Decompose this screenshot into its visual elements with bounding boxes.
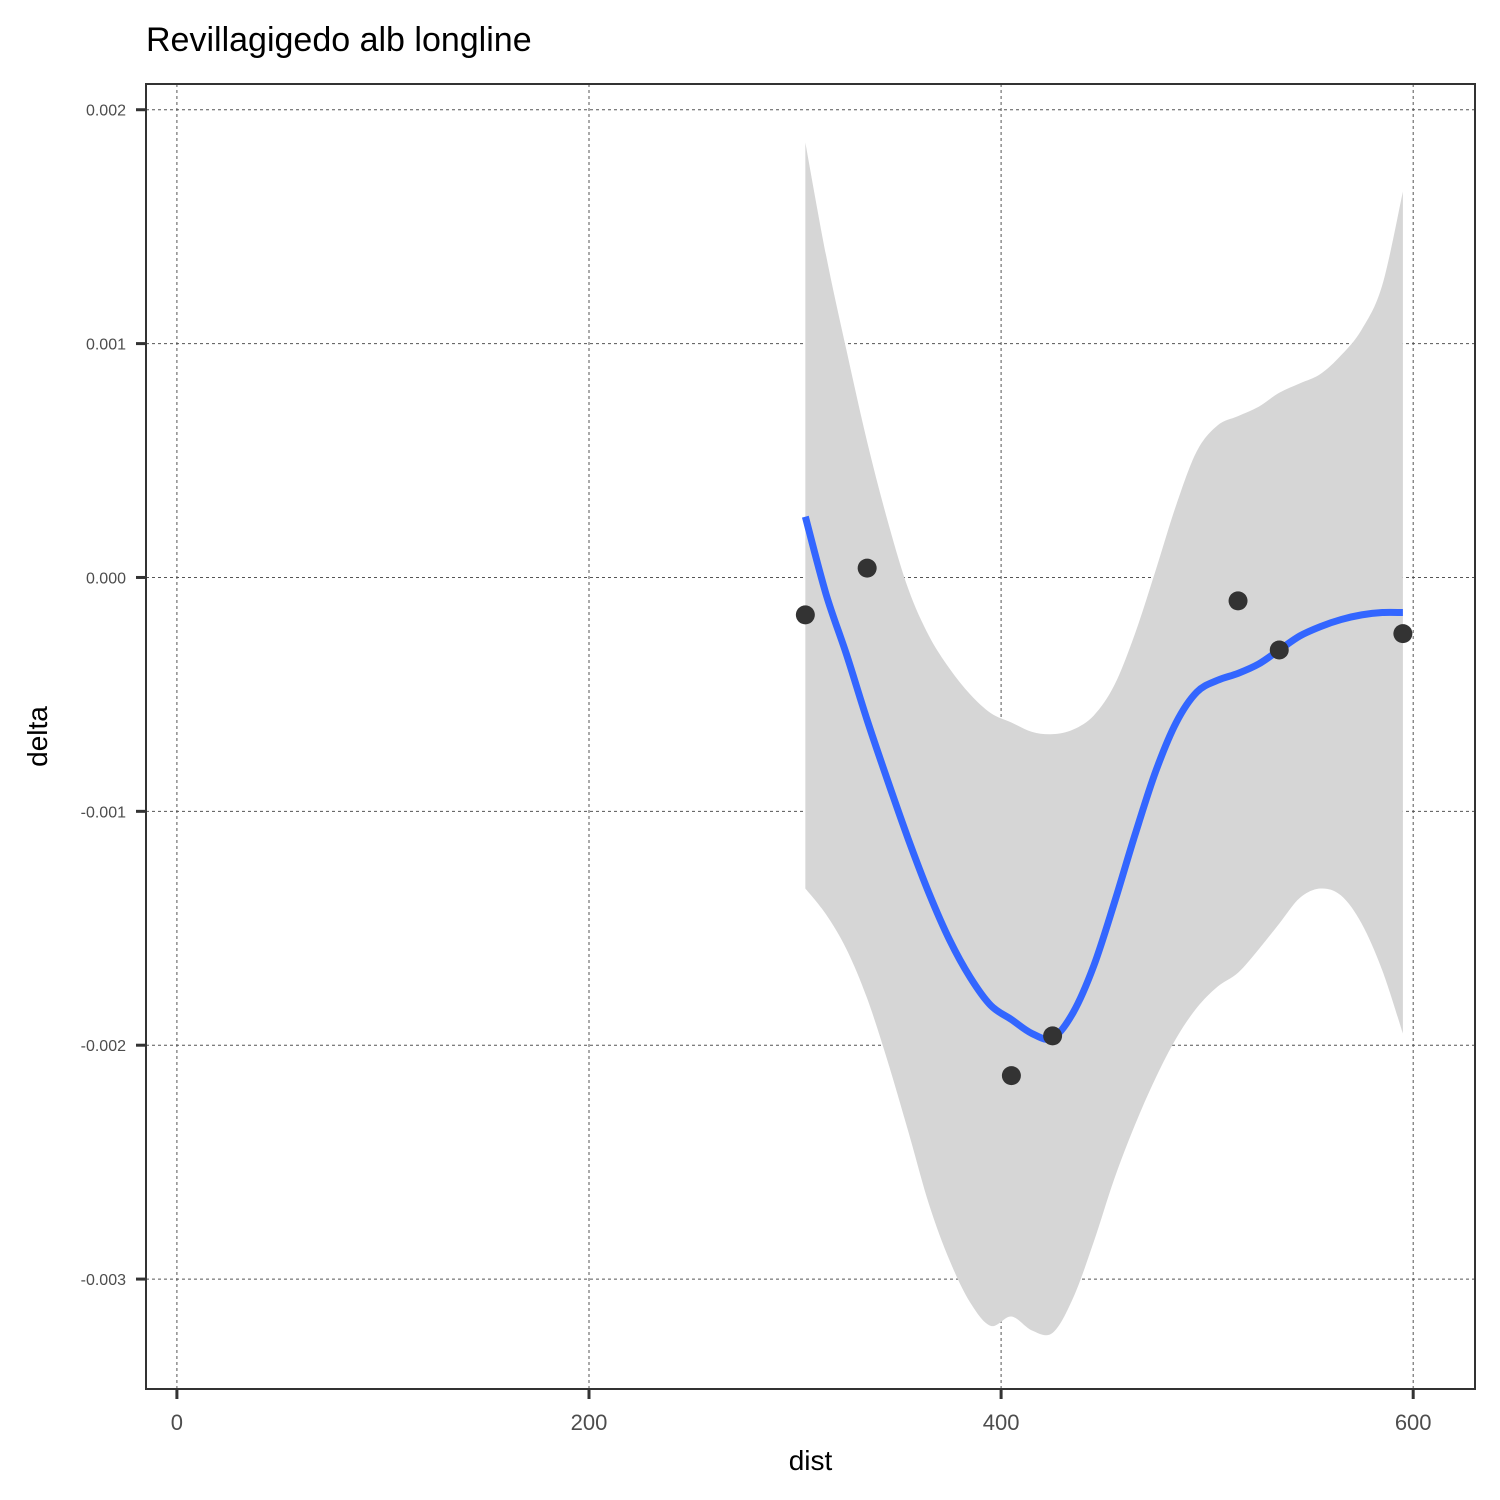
data-point xyxy=(1228,591,1248,611)
y-tick-label: -0.003 xyxy=(81,1272,126,1289)
y-axis-title: delta xyxy=(22,706,53,767)
y-tick-label: 0.001 xyxy=(86,337,126,354)
data-point xyxy=(1001,1066,1021,1086)
y-tick-label: -0.001 xyxy=(81,804,126,821)
plot-panel-border xyxy=(145,83,1476,1390)
x-tick-label: 0 xyxy=(171,1410,183,1435)
confidence-band-group xyxy=(805,142,1403,1336)
data-point xyxy=(1043,1026,1063,1046)
data-point xyxy=(1269,640,1289,660)
smooth-line-group xyxy=(801,515,1403,1043)
smooth-line xyxy=(801,515,1403,1043)
y-tick-label: 0.000 xyxy=(86,570,126,587)
data-point xyxy=(795,605,815,625)
x-axis-title: dist xyxy=(789,1445,833,1476)
x-tick-label: 200 xyxy=(571,1410,608,1435)
x-axis: 0 200 400 600 xyxy=(171,1389,1432,1435)
x-tick-label: 400 xyxy=(983,1410,1020,1435)
data-points xyxy=(795,558,1413,1086)
x-tick-label: 600 xyxy=(1395,1410,1432,1435)
data-point xyxy=(1393,624,1413,644)
y-tick-label: 0.002 xyxy=(86,103,126,120)
confidence-band xyxy=(805,142,1403,1336)
y-tick-label: -0.002 xyxy=(81,1038,126,1055)
data-point xyxy=(857,558,877,578)
chart-title: Revillagigedo alb longline xyxy=(146,21,532,59)
y-axis: -0.003 -0.002 -0.001 0.000 0.001 0.002 xyxy=(81,103,146,1289)
